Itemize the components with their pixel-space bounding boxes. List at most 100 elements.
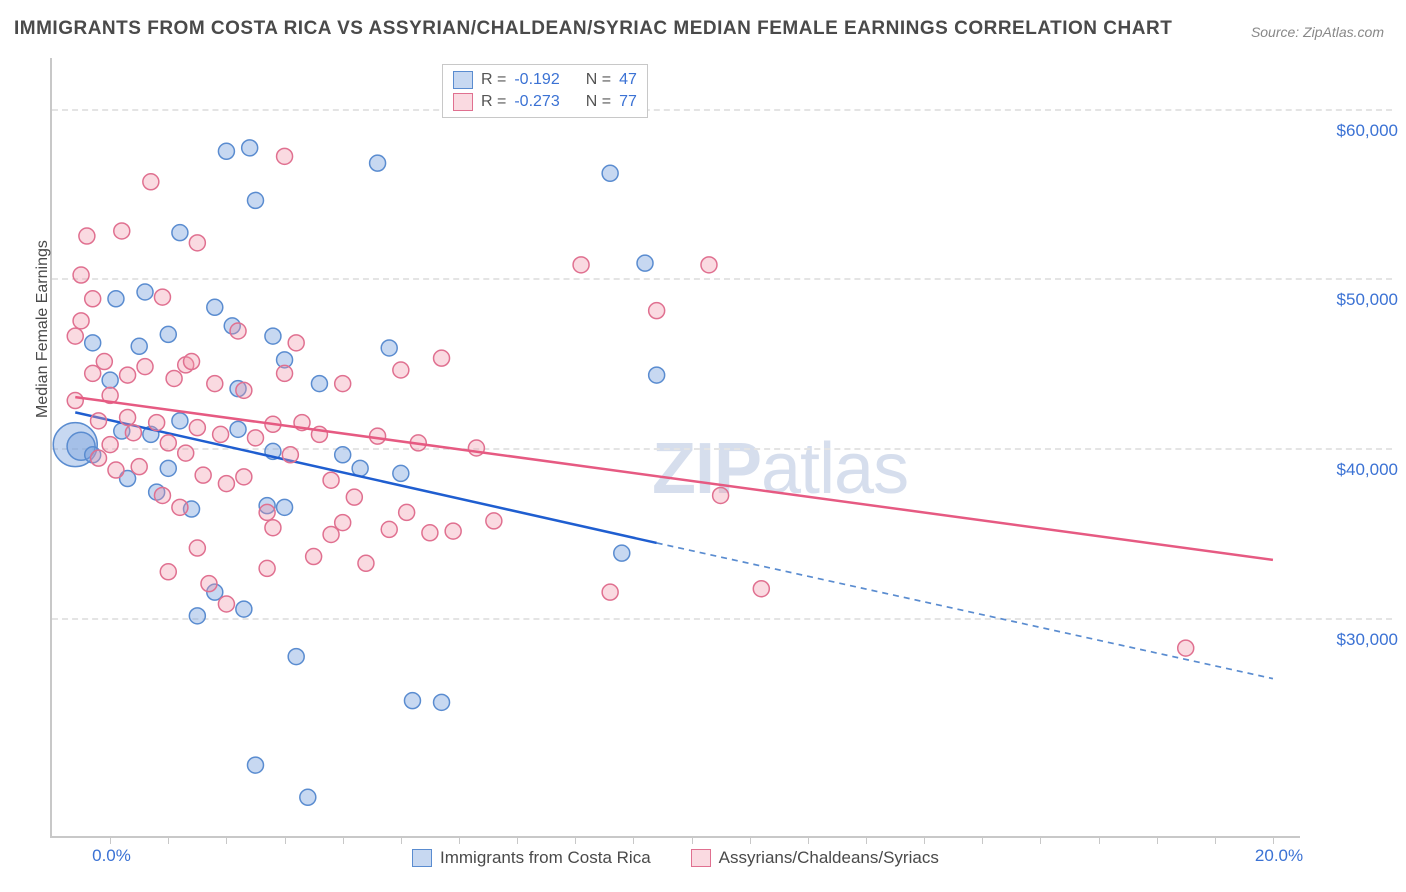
- y-tick-label: $30,000: [1308, 630, 1398, 650]
- scatter-point: [149, 484, 165, 500]
- scatter-point: [637, 255, 653, 271]
- scatter-point: [335, 376, 351, 392]
- scatter-point: [184, 501, 200, 517]
- watermark-bold: ZIP: [652, 429, 761, 509]
- watermark-light: atlas: [761, 429, 908, 509]
- x-tick-mark: [168, 836, 169, 844]
- scatter-point: [259, 560, 275, 576]
- y-axis-label: Median Female Earnings: [34, 240, 52, 418]
- scatter-point: [265, 416, 281, 432]
- scatter-point: [184, 354, 200, 370]
- scatter-point: [247, 192, 263, 208]
- x-tick-mark: [575, 836, 576, 844]
- scatter-point: [201, 576, 217, 592]
- x-tick-mark: [866, 836, 867, 844]
- scatter-point: [649, 367, 665, 383]
- x-tick-mark: [1157, 836, 1158, 844]
- scatter-point: [713, 487, 729, 503]
- scatter-point: [323, 526, 339, 542]
- x-tick-mark: [633, 836, 634, 844]
- gridline: [52, 448, 1392, 450]
- scatter-point: [102, 387, 118, 403]
- scatter-point: [1178, 640, 1194, 656]
- scatter-point: [160, 326, 176, 342]
- scatter-point: [393, 465, 409, 481]
- scatter-point: [137, 284, 153, 300]
- scatter-point: [614, 545, 630, 561]
- regression-extrapolation: [657, 543, 1273, 679]
- scatter-point: [434, 694, 450, 710]
- scatter-point: [213, 426, 229, 442]
- x-tick-mark: [808, 836, 809, 844]
- scatter-point: [189, 420, 205, 436]
- scatter-point: [753, 581, 769, 597]
- scatter-point: [73, 267, 89, 283]
- scatter-point: [218, 596, 234, 612]
- x-tick-mark: [924, 836, 925, 844]
- swatch-pink-icon: [453, 93, 473, 111]
- scatter-point: [701, 257, 717, 273]
- x-tick-mark: [1040, 836, 1041, 844]
- watermark: ZIPatlas: [652, 428, 908, 510]
- scatter-point: [323, 472, 339, 488]
- source-label: Source: ZipAtlas.com: [1251, 24, 1384, 40]
- x-tick-mark: [1215, 836, 1216, 844]
- x-tick-mark: [343, 836, 344, 844]
- scatter-point: [265, 328, 281, 344]
- plot-area: Median Female Earnings ZIPatlas $30,000$…: [50, 58, 1300, 838]
- scatter-point: [399, 504, 415, 520]
- regression-line: [75, 412, 656, 543]
- regression-line: [75, 397, 1273, 560]
- legend-row-pink: R = -0.273 N = 77: [453, 91, 637, 113]
- legend-label-blue: Immigrants from Costa Rica: [440, 848, 651, 868]
- legend-item-pink: Assyrians/Chaldeans/Syriacs: [691, 848, 939, 868]
- scatter-point: [149, 415, 165, 431]
- scatter-point: [370, 155, 386, 171]
- scatter-point: [242, 140, 258, 156]
- x-tick-mark: [750, 836, 751, 844]
- x-tick-mark: [285, 836, 286, 844]
- scatter-point: [79, 228, 95, 244]
- legend-n-blue: 47: [619, 71, 637, 89]
- scatter-point: [73, 313, 89, 329]
- scatter-point: [358, 555, 374, 571]
- scatter-point: [207, 299, 223, 315]
- scatter-point: [288, 335, 304, 351]
- scatter-point: [236, 601, 252, 617]
- scatter-point: [67, 432, 95, 460]
- scatter-point: [120, 409, 136, 425]
- scatter-point: [393, 362, 409, 378]
- scatter-point: [172, 499, 188, 515]
- scatter-point: [120, 471, 136, 487]
- y-tick-label: $60,000: [1308, 121, 1398, 141]
- scatter-point: [67, 328, 83, 344]
- scatter-point: [230, 381, 246, 397]
- scatter-point: [137, 359, 153, 375]
- scatter-point: [218, 476, 234, 492]
- scatter-point: [114, 423, 130, 439]
- scatter-point: [189, 608, 205, 624]
- scatter-point: [102, 372, 118, 388]
- scatter-point: [335, 515, 351, 531]
- scatter-point: [381, 340, 397, 356]
- scatter-point: [91, 450, 107, 466]
- scatter-point: [143, 426, 159, 442]
- scatter-point: [649, 303, 665, 319]
- scatter-point: [265, 443, 281, 459]
- scatter-point: [172, 413, 188, 429]
- scatter-point: [352, 460, 368, 476]
- scatter-point: [573, 257, 589, 273]
- gridline: [52, 109, 1392, 111]
- legend-n-pink: 77: [619, 93, 637, 111]
- swatch-blue-icon: [412, 849, 432, 867]
- scatter-point: [230, 323, 246, 339]
- correlation-legend: R = -0.192 N = 47 R = -0.273 N = 77: [442, 64, 648, 118]
- scatter-point: [102, 437, 118, 453]
- x-tick-mark: [459, 836, 460, 844]
- scatter-point: [189, 235, 205, 251]
- y-tick-label: $40,000: [1308, 460, 1398, 480]
- series-legend: Immigrants from Costa Rica Assyrians/Cha…: [412, 848, 939, 868]
- scatter-point: [311, 426, 327, 442]
- scatter-point: [404, 693, 420, 709]
- legend-row-blue: R = -0.192 N = 47: [453, 69, 637, 91]
